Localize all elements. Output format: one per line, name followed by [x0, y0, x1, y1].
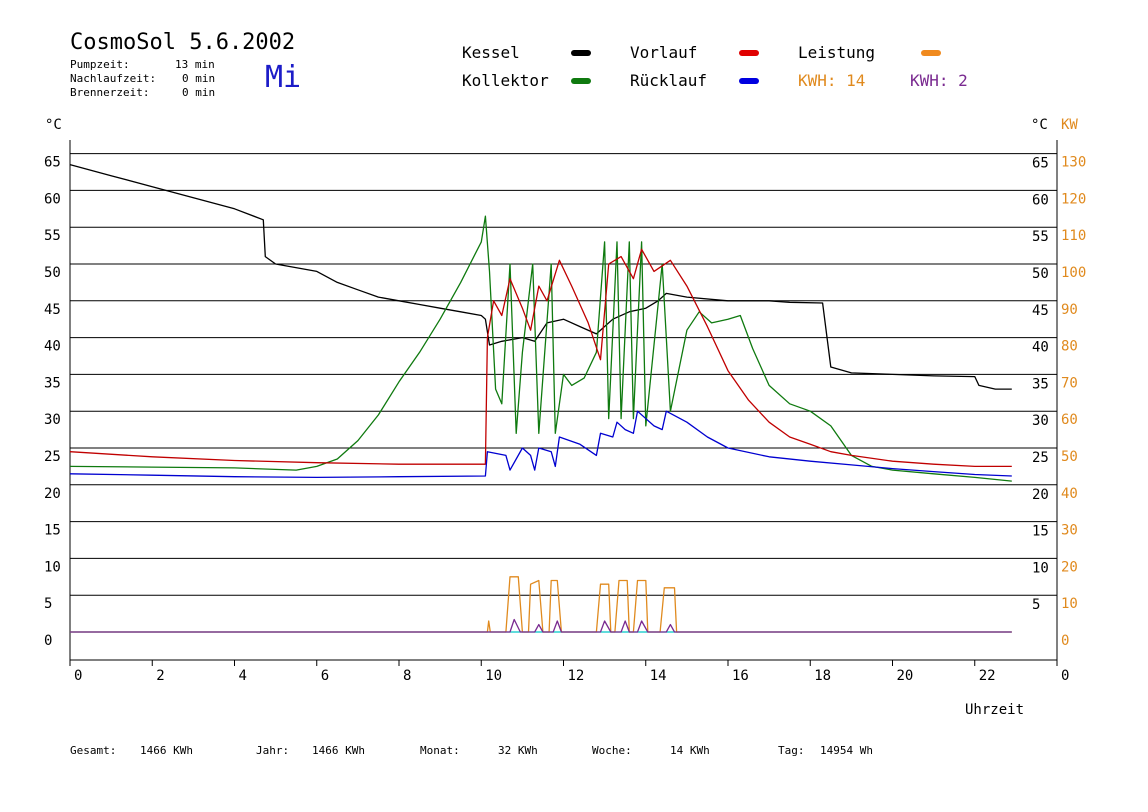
legend-ruecklauf-label: Rücklauf — [630, 71, 708, 90]
y-tick-kw: 90 — [1061, 302, 1078, 318]
legend-leistung-swatch — [921, 50, 941, 56]
y-tick-left: 40 — [44, 339, 61, 355]
footer-jahr-label: Jahr: — [256, 744, 290, 757]
x-tick-label: 4 — [239, 668, 247, 684]
y-tick-kw: 0 — [1061, 633, 1069, 649]
info-brennerzeit-label: Brennerzeit: — [70, 86, 150, 99]
y-tick-kw: 110 — [1061, 228, 1086, 244]
y-tick-kw: 50 — [1061, 449, 1078, 465]
y-tick-kw: 60 — [1061, 412, 1078, 428]
weekday-label: Mi — [265, 60, 302, 95]
legend-vorlauf-label: Vorlauf — [630, 43, 698, 62]
y-tick-right: 65 — [1032, 156, 1049, 172]
x-tick-label: 0 — [74, 668, 82, 684]
y-tick-right: 40 — [1032, 340, 1049, 356]
legend-vorlauf-swatch — [739, 50, 759, 56]
footer-woche-value: 14 KWh — [670, 744, 710, 757]
y-tick-left: 10 — [44, 559, 61, 575]
y-tick-right: 5 — [1032, 597, 1040, 613]
y-tick-right: 55 — [1032, 229, 1049, 245]
y-tick-kw: 10 — [1061, 596, 1078, 612]
left-axis-unit: °C — [45, 117, 62, 133]
y-tick-right: 50 — [1032, 266, 1049, 282]
y-tick-left: 35 — [44, 375, 61, 391]
info-brennerzeit-value: 0 min — [182, 86, 216, 99]
series-line-ruecklauf — [69, 410, 1012, 479]
grid-lines — [69, 140, 1058, 666]
series-line-leistung — [70, 576, 1012, 633]
series-line-kwh2 — [70, 618, 1012, 633]
x-tick-label: 20 — [897, 668, 914, 684]
footer-gesamt-value: 1466 KWh — [140, 744, 193, 757]
series-line-kessel — [69, 163, 1012, 390]
legend-leistung-label: Leistung — [798, 43, 876, 62]
footer-tag-label: Tag: — [778, 744, 805, 757]
legend-ruecklauf-swatch — [739, 78, 759, 84]
footer-tag-value: 14954 Wh — [820, 744, 873, 757]
footer-monat-value: 32 KWh — [498, 744, 538, 757]
x-tick-label: 6 — [321, 668, 329, 684]
y-tick-right: 15 — [1032, 524, 1049, 540]
kw-axis-unit: KW — [1061, 117, 1078, 133]
legend-kollektor-label: Kollektor — [462, 71, 549, 90]
y-tick-kw: 100 — [1061, 265, 1086, 281]
y-tick-kw: 70 — [1061, 375, 1078, 391]
y-tick-right: 20 — [1032, 487, 1049, 503]
footer-jahr-value: 1466 KWh — [312, 744, 365, 757]
legend-kwh-total: KWH: 14 — [798, 71, 866, 90]
info-nachlaufzeit-value: 0 min — [182, 72, 216, 85]
y-tick-left: 45 — [44, 302, 61, 318]
y-tick-left: 0 — [44, 633, 52, 649]
footer-woche-label: Woche: — [592, 744, 632, 757]
y-tick-kw: 20 — [1061, 559, 1078, 575]
y-tick-left: 55 — [44, 228, 61, 244]
y-tick-kw: 130 — [1061, 155, 1086, 171]
y-tick-left: 5 — [44, 596, 52, 612]
x-tick-label: 18 — [814, 668, 831, 684]
y-tick-left: 20 — [44, 486, 61, 502]
x-tick-label: 14 — [650, 668, 667, 684]
x-tick-label: 12 — [568, 668, 585, 684]
x-tick-label: 2 — [156, 668, 164, 684]
y-tick-right: 30 — [1032, 413, 1049, 429]
legend-kessel-label: Kessel — [462, 43, 520, 62]
x-tick-label: 22 — [979, 668, 996, 684]
info-pumpzeit-label: Pumpzeit: — [70, 58, 130, 71]
footer-gesamt-label: Gesamt: — [70, 744, 117, 757]
y-tick-right: 45 — [1032, 303, 1049, 319]
right-axis-unit: °C — [1031, 117, 1048, 133]
y-tick-right: 25 — [1032, 450, 1049, 466]
y-tick-right: 10 — [1032, 560, 1049, 576]
x-tick-label: 16 — [732, 668, 749, 684]
series-line-vorlauf — [69, 248, 1012, 468]
footer-monat-label: Monat: — [420, 744, 460, 757]
legend-kollektor-swatch — [571, 78, 591, 84]
y-tick-right: 60 — [1032, 192, 1049, 208]
y-tick-kw: 40 — [1061, 486, 1078, 502]
legend-kessel-swatch — [571, 50, 591, 56]
series-line-kollektor — [69, 215, 1012, 482]
info-nachlaufzeit-label: Nachlaufzeit: — [70, 72, 157, 85]
y-tick-left: 50 — [44, 265, 61, 281]
y-tick-kw: 80 — [1061, 339, 1078, 355]
y-tick-kw: 30 — [1061, 523, 1078, 539]
legend-kwh-secondary: KWH: 2 — [910, 71, 968, 90]
chart-title: CosmoSol 5.6.2002 — [70, 30, 296, 55]
y-tick-kw: 120 — [1061, 191, 1086, 207]
y-tick-right: 35 — [1032, 376, 1049, 392]
series-lines — [69, 163, 1012, 633]
x-axis-label: Uhrzeit — [965, 702, 1025, 718]
y-tick-left: 65 — [44, 155, 61, 171]
x-tick-label: 10 — [485, 668, 502, 684]
y-tick-left: 15 — [44, 523, 61, 539]
x-tick-label: 0 — [1061, 668, 1069, 684]
y-tick-left: 30 — [44, 412, 61, 428]
y-tick-left: 60 — [44, 191, 61, 207]
y-tick-left: 25 — [44, 449, 61, 465]
x-tick-label: 8 — [403, 668, 411, 684]
info-pumpzeit-value: 13 min — [175, 58, 215, 71]
